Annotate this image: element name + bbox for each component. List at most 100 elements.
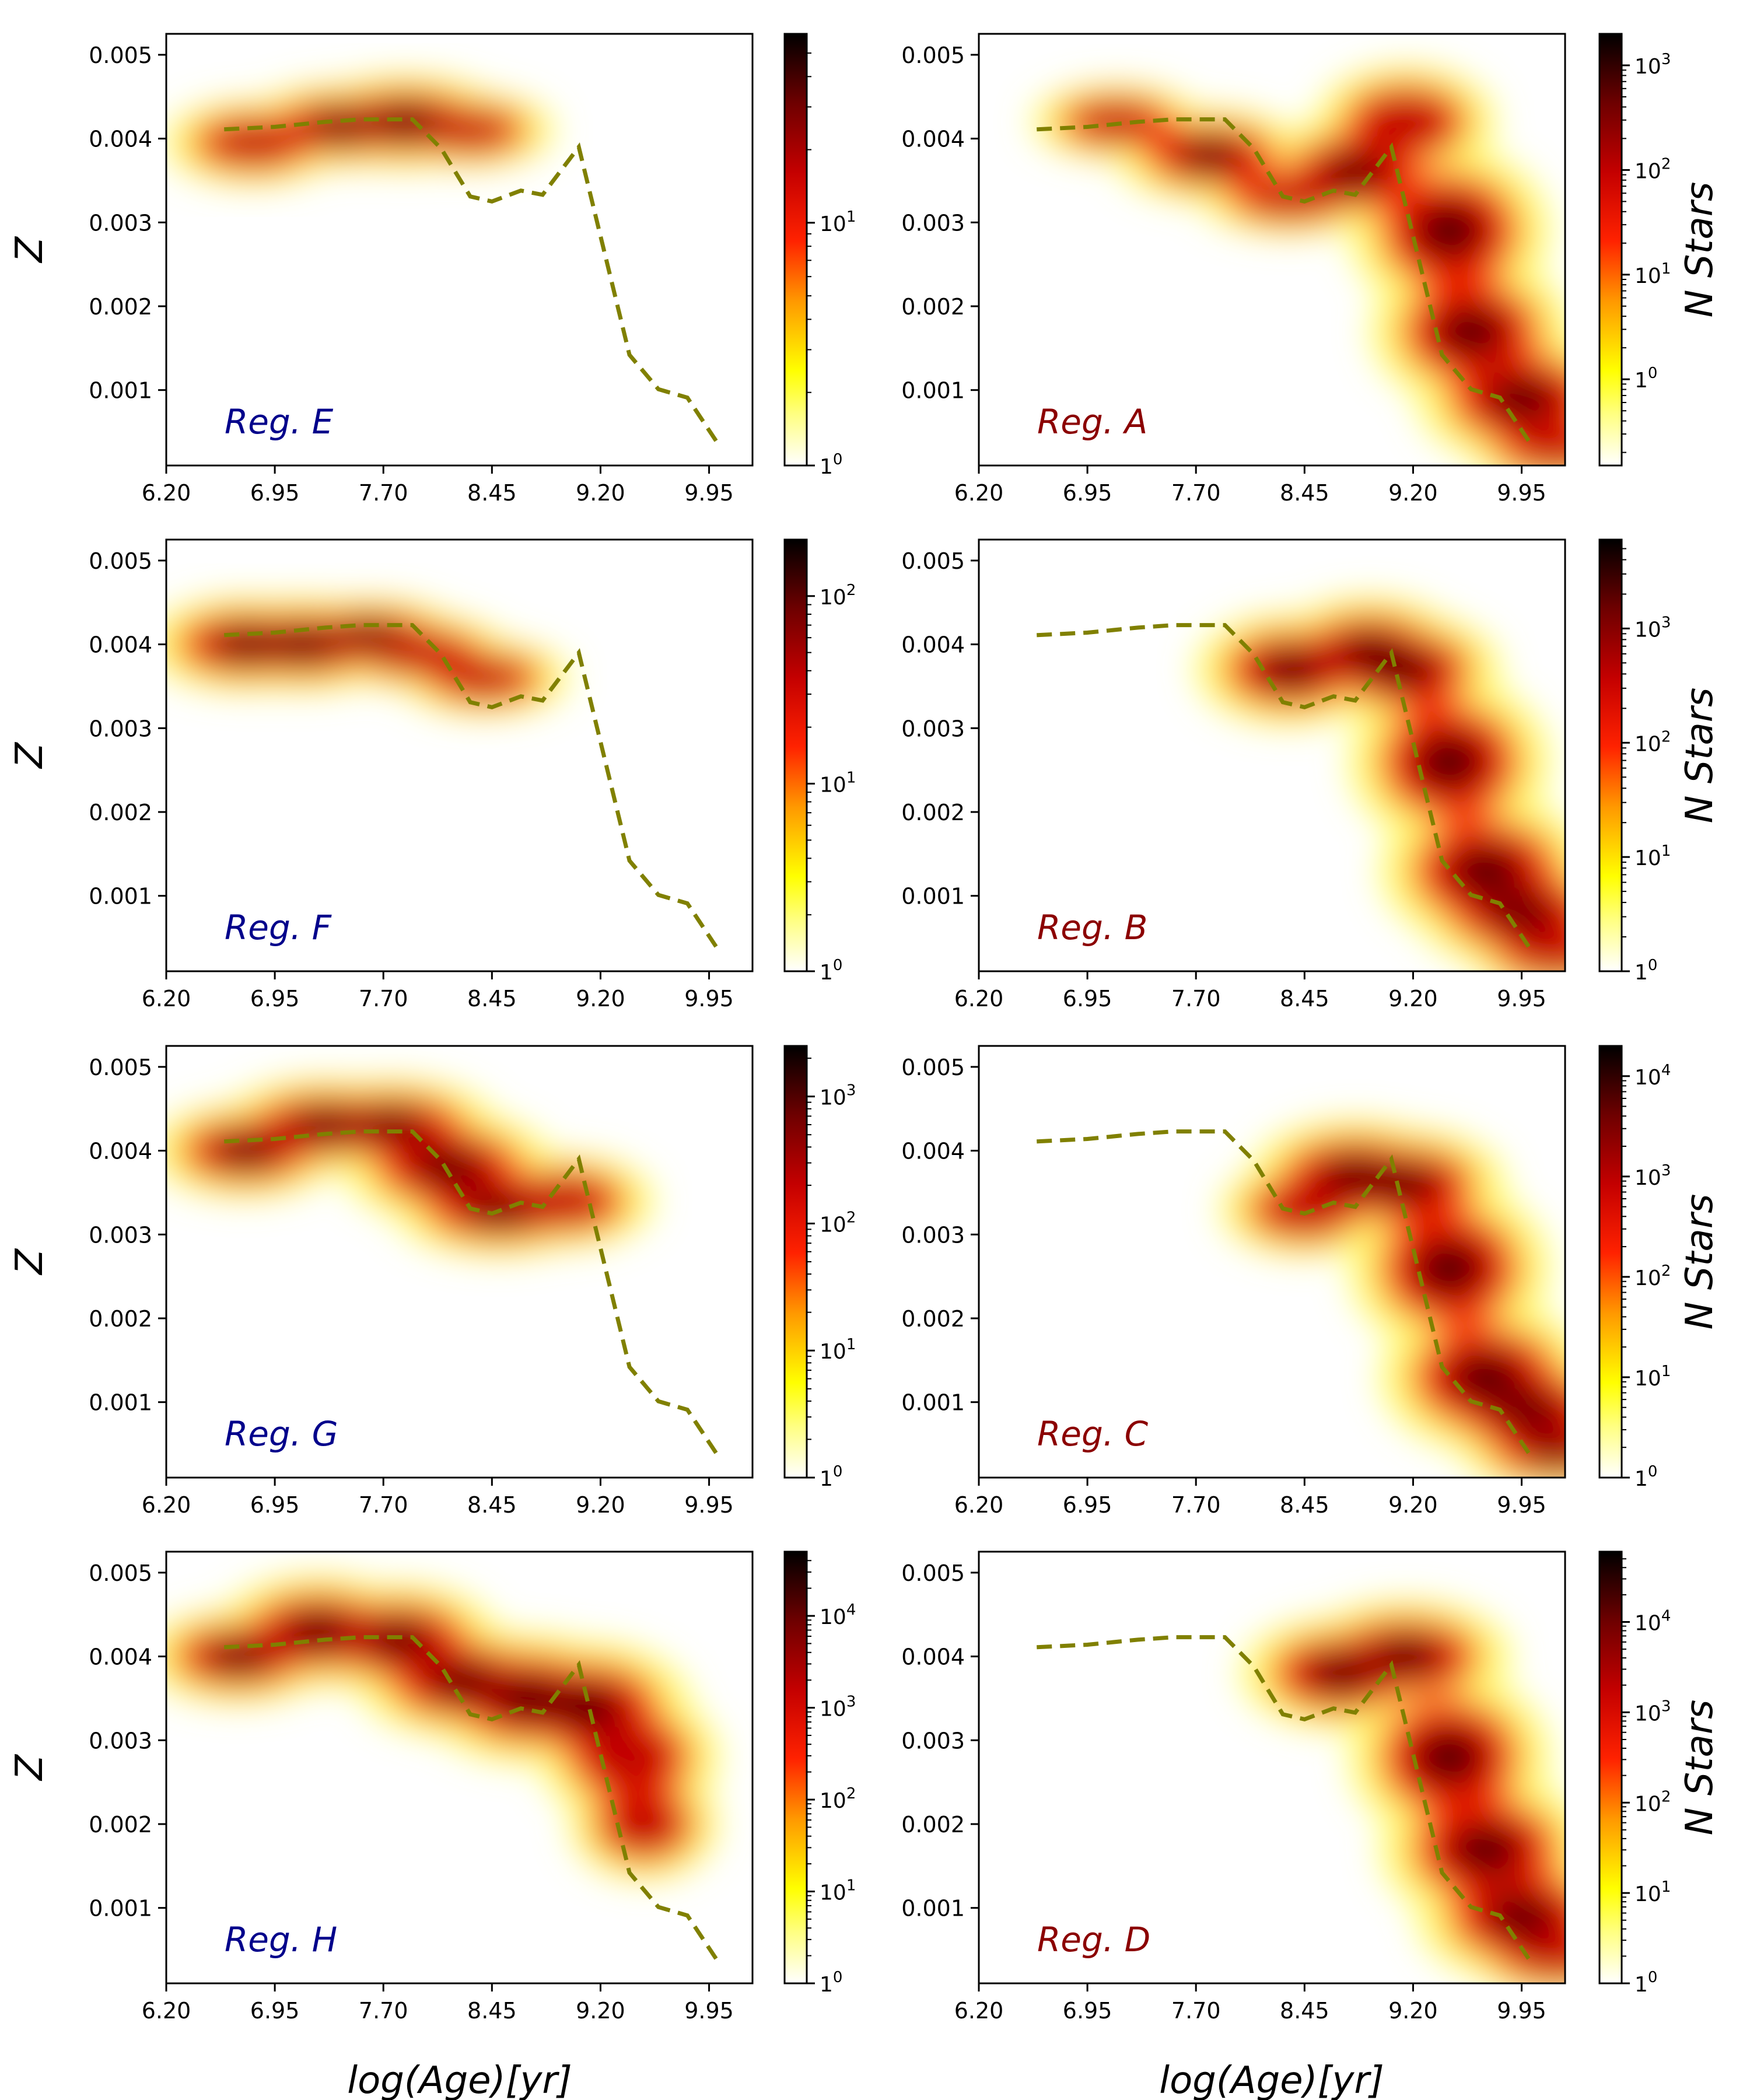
y-tick-label: 0.002 bbox=[89, 1306, 152, 1332]
colorbar: 10 101 102 103 104 N Stars bbox=[1598, 1045, 1721, 1491]
colorbar-tick-label: 102 bbox=[820, 582, 856, 610]
amr-line bbox=[224, 623, 718, 949]
colorbar-gradient bbox=[1598, 538, 1623, 972]
region-label: Reg. B bbox=[1037, 908, 1147, 947]
y-tick-label: 0.004 bbox=[901, 632, 965, 658]
colorbar-gradient bbox=[783, 538, 808, 972]
y-tick-label: 0.003 bbox=[89, 716, 152, 741]
x-tick-label: 6.95 bbox=[1063, 986, 1112, 1012]
y-tick-label: 0.003 bbox=[901, 1728, 965, 1754]
amr-line bbox=[224, 1129, 718, 1455]
x-axis-label-right: log(Age)[yr] bbox=[1159, 2059, 1384, 2100]
y-tick-label: 0.002 bbox=[89, 294, 152, 320]
colorbar-gradient bbox=[1598, 1045, 1623, 1479]
x-tick-label: 6.95 bbox=[250, 1998, 300, 2024]
panel-rega: 6.20 6.95 7.70 8.45 9.20 9.95 0.001 0.002 0.003 0… bbox=[901, 33, 1721, 506]
colorbar-tick-label: 102 bbox=[1634, 728, 1671, 756]
colorbar-tick-label: 10 bbox=[1634, 1463, 1657, 1491]
plot-frame bbox=[165, 1550, 754, 1985]
colorbar-tick-label: 10 bbox=[1634, 365, 1657, 393]
colorbar-gradient bbox=[1598, 1550, 1623, 1985]
y-axis-label: Z bbox=[8, 1248, 51, 1276]
colorbar: 10 101 bbox=[783, 33, 856, 479]
x-tick-label: 6.95 bbox=[1063, 1998, 1112, 2024]
x-axis-label-left: log(Age)[yr] bbox=[347, 2059, 572, 2100]
colorbar-tick-label: 10 bbox=[820, 1463, 842, 1491]
colorbar-tick-label: 101 bbox=[1634, 842, 1671, 870]
colorbar: 10 101 102 bbox=[783, 538, 856, 985]
colorbar-tick-label: 101 bbox=[1634, 1878, 1671, 1906]
x-tick-label: 7.70 bbox=[1171, 1492, 1221, 1518]
y-tick-label: 0.005 bbox=[89, 1055, 152, 1080]
colorbar-gradient bbox=[783, 33, 808, 467]
y-tick-label: 0.003 bbox=[901, 716, 965, 741]
amr-line bbox=[224, 1635, 718, 1961]
x-tick-label: 6.20 bbox=[954, 986, 1004, 1012]
x-tick-label: 9.20 bbox=[576, 1492, 625, 1518]
colorbar-label: N Stars bbox=[1678, 1194, 1721, 1330]
x-tick-label: 6.95 bbox=[250, 986, 300, 1012]
density-heatmap bbox=[166, 75, 555, 184]
x-tick-label: 8.45 bbox=[1280, 480, 1329, 506]
x-tick-label: 8.45 bbox=[1280, 986, 1329, 1012]
amr-line bbox=[1037, 1635, 1531, 1961]
plot-frame bbox=[165, 538, 754, 972]
x-tick-label: 6.95 bbox=[250, 480, 300, 506]
x-tick-label: 7.70 bbox=[1171, 986, 1221, 1012]
x-tick-label: 7.70 bbox=[359, 1998, 408, 2024]
colorbar-tick-label: 101 bbox=[820, 208, 856, 236]
colorbar: 10 101 102 103 104 N Stars bbox=[1598, 1550, 1721, 1997]
colorbar: 10 101 102 103 N Stars bbox=[1598, 33, 1721, 467]
x-tick-label: 8.45 bbox=[1280, 1998, 1329, 2024]
colorbar: 10 101 102 103 N Stars bbox=[1598, 538, 1721, 985]
density-heatmap bbox=[166, 1576, 719, 1880]
panel-regd: 6.20 6.95 7.70 8.45 9.20 9.95 0.001 0.002 0.003 0… bbox=[901, 1550, 1721, 2024]
x-tick-label: 6.95 bbox=[250, 1492, 300, 1518]
y-tick-label: 0.004 bbox=[901, 1139, 965, 1164]
colorbar-tick-label: 103 bbox=[1634, 1698, 1671, 1726]
region-label: Reg. A bbox=[1037, 402, 1147, 442]
y-tick-label: 0.002 bbox=[901, 1812, 965, 1838]
x-tick-label: 9.95 bbox=[684, 480, 734, 506]
x-tick-label: 6.20 bbox=[954, 1492, 1004, 1518]
colorbar: 10 101 102 103 bbox=[783, 1045, 856, 1491]
x-tick-label: 8.45 bbox=[467, 986, 517, 1012]
y-tick-label: 0.004 bbox=[901, 1644, 965, 1670]
x-tick-label: 9.20 bbox=[1388, 986, 1438, 1012]
y-tick-label: 0.005 bbox=[901, 1560, 965, 1586]
colorbar-tick-label: 102 bbox=[1634, 155, 1671, 183]
y-tick-label: 0.002 bbox=[901, 800, 965, 825]
x-tick-label: 9.95 bbox=[684, 986, 734, 1012]
y-tick-label: 0.001 bbox=[901, 1390, 965, 1416]
plot-frame bbox=[978, 1045, 1566, 1479]
colorbar-tick-label: 10 bbox=[820, 957, 842, 985]
y-tick-label: 0.005 bbox=[89, 43, 152, 68]
colorbar-tick-label: 102 bbox=[820, 1209, 856, 1237]
x-tick-label: 6.20 bbox=[954, 1998, 1004, 2024]
x-tick-label: 9.20 bbox=[1388, 480, 1438, 506]
x-tick-label: 6.20 bbox=[954, 480, 1004, 506]
colorbar: 10 101 102 103 104 bbox=[783, 1550, 856, 1997]
amr-line bbox=[224, 117, 718, 443]
x-tick-label: 7.70 bbox=[1171, 1998, 1221, 2024]
x-tick-label: 9.95 bbox=[1497, 1998, 1546, 2024]
density-heatmap bbox=[1032, 66, 1565, 466]
density-heatmap bbox=[1241, 1601, 1565, 1983]
y-axis-label: Z bbox=[8, 1754, 51, 1782]
x-tick-label: 9.20 bbox=[1388, 1492, 1438, 1518]
plot-frame bbox=[165, 1045, 754, 1479]
y-tick-label: 0.002 bbox=[89, 800, 152, 825]
x-tick-label: 9.20 bbox=[576, 480, 625, 506]
panel-regf: 6.20 6.95 7.70 8.45 9.20 9.95 0.001 0.002 0.003 0… bbox=[8, 538, 856, 1012]
x-tick-label: 7.70 bbox=[1171, 480, 1221, 506]
y-tick-label: 0.005 bbox=[901, 43, 965, 68]
x-tick-label: 9.95 bbox=[1497, 986, 1546, 1012]
y-tick-label: 0.005 bbox=[901, 1055, 965, 1080]
region-label: Reg. F bbox=[225, 908, 332, 947]
plot-frame bbox=[165, 33, 754, 467]
y-tick-label: 0.003 bbox=[89, 1728, 152, 1754]
region-label: Reg. G bbox=[225, 1414, 338, 1454]
x-tick-label: 9.20 bbox=[576, 986, 625, 1012]
region-label: Reg. D bbox=[1037, 1920, 1150, 1959]
x-tick-label: 6.20 bbox=[142, 986, 191, 1012]
